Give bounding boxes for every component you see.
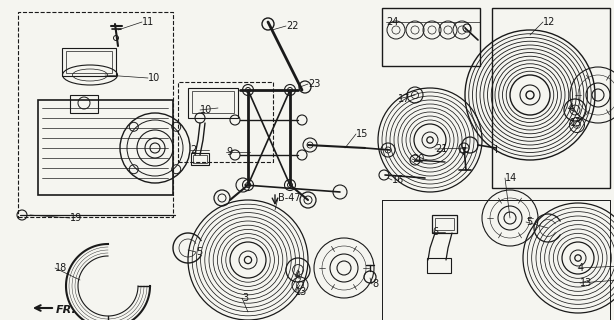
Text: 16: 16	[392, 175, 404, 185]
Text: 18: 18	[55, 263, 68, 273]
Text: 6: 6	[432, 227, 438, 237]
Bar	[193, 155, 207, 163]
Text: 7: 7	[460, 147, 466, 157]
Text: 19: 19	[70, 213, 82, 223]
Text: 14: 14	[505, 173, 517, 183]
Bar	[62, 48, 116, 76]
Bar	[188, 88, 238, 118]
Text: B-47: B-47	[278, 193, 301, 203]
Bar	[191, 153, 209, 165]
Text: 2: 2	[190, 145, 196, 155]
Bar	[192, 91, 234, 113]
Bar	[427, 258, 451, 273]
Bar	[18, 12, 173, 217]
Text: 15: 15	[356, 129, 368, 139]
Text: 9: 9	[226, 147, 232, 157]
Text: 11: 11	[142, 17, 154, 27]
Text: 13: 13	[295, 287, 307, 297]
Text: 8: 8	[372, 279, 378, 289]
Text: 5: 5	[196, 247, 202, 257]
Bar	[435, 218, 454, 230]
Bar	[382, 8, 480, 66]
Text: 17: 17	[398, 94, 410, 104]
Text: 20: 20	[412, 154, 424, 164]
Text: 22: 22	[286, 21, 298, 31]
Text: 10: 10	[148, 73, 160, 83]
Text: FR.: FR.	[56, 305, 77, 315]
Text: 4: 4	[568, 103, 574, 113]
Text: 13: 13	[580, 278, 593, 288]
Bar	[492, 8, 610, 188]
Bar	[432, 215, 457, 233]
Bar	[178, 82, 273, 162]
Text: 10: 10	[200, 105, 212, 115]
Text: 23: 23	[308, 79, 321, 89]
Bar	[38, 100, 173, 195]
Text: 13: 13	[570, 118, 582, 128]
Text: 4: 4	[295, 271, 301, 281]
Bar	[70, 95, 98, 113]
Text: 3: 3	[242, 293, 248, 303]
Bar	[66, 51, 112, 73]
Text: 12: 12	[543, 17, 556, 27]
Text: 5: 5	[526, 217, 532, 227]
Text: 21: 21	[435, 144, 448, 154]
Text: 24: 24	[386, 17, 398, 27]
Text: 4: 4	[578, 263, 584, 273]
